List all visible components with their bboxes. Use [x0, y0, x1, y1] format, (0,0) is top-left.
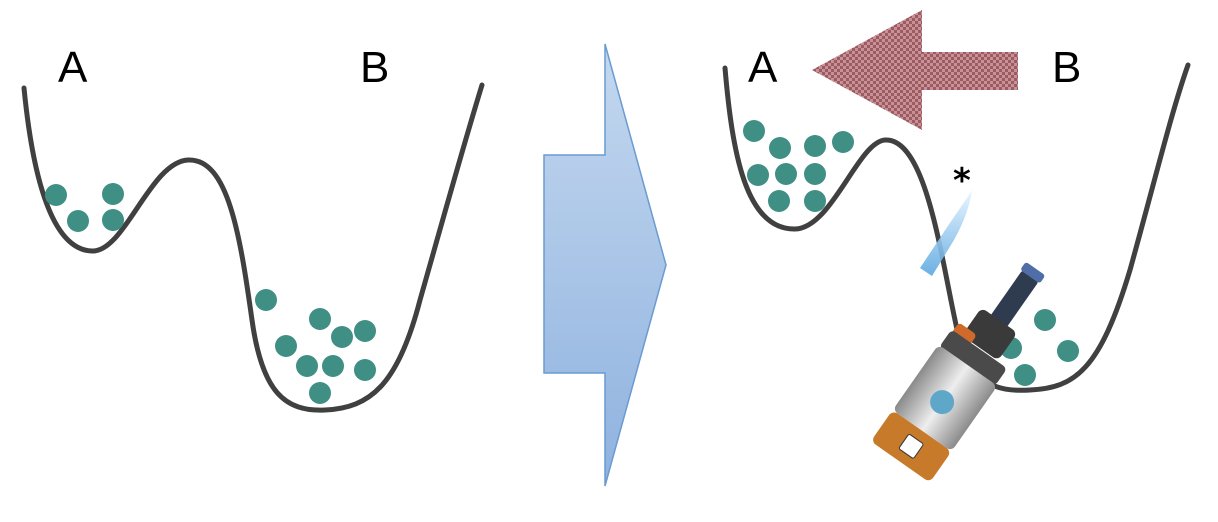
particle — [45, 184, 67, 206]
left-well-a-particles — [45, 183, 124, 232]
particle — [747, 164, 769, 186]
particle — [354, 320, 376, 342]
particle — [309, 308, 331, 330]
particle — [309, 382, 331, 404]
right-arrow-icon — [543, 43, 667, 487]
particle — [832, 131, 854, 153]
left-panel: A B — [21, 43, 485, 413]
particle — [322, 355, 344, 377]
particle — [1014, 364, 1036, 386]
particle — [804, 135, 826, 157]
particle — [354, 359, 376, 381]
right-well-a-particles — [743, 120, 854, 212]
left-label-a: A — [58, 43, 88, 92]
right-energy-curve — [722, 62, 1191, 393]
flame-icon — [920, 190, 972, 276]
particle — [775, 163, 797, 185]
right-label-a: A — [748, 43, 778, 92]
particle — [296, 355, 318, 377]
right-well-b-particles — [1000, 309, 1079, 386]
particle — [67, 210, 89, 232]
left-well-b-particles — [255, 289, 376, 404]
right-panel: A B * — [722, 10, 1191, 481]
particle — [255, 289, 277, 311]
blowtorch-icon — [873, 190, 1045, 481]
particle — [804, 190, 826, 212]
particle — [743, 120, 765, 142]
particle — [1034, 309, 1056, 331]
particle — [768, 190, 790, 212]
particle — [102, 183, 124, 205]
right-label-b: B — [1052, 43, 1081, 92]
particle — [331, 326, 353, 348]
left-label-b: B — [360, 43, 389, 92]
left-arrow-icon — [812, 10, 1018, 130]
particle — [275, 335, 297, 357]
particle — [769, 137, 791, 159]
heat-marker: * — [953, 161, 971, 201]
particle — [804, 163, 826, 185]
particle — [102, 209, 124, 231]
particle — [1057, 340, 1079, 362]
left-energy-curve — [21, 82, 485, 413]
